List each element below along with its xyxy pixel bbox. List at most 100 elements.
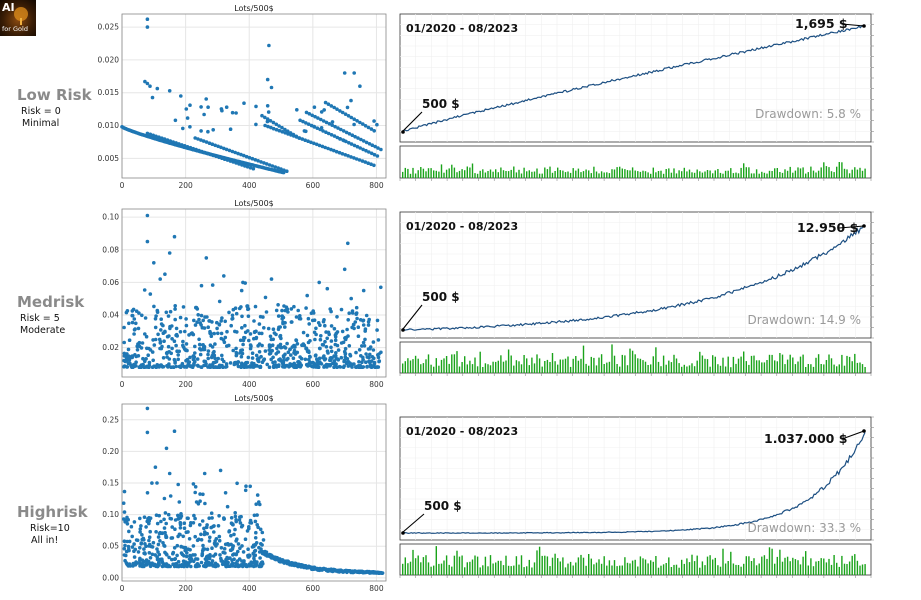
volume-bar: [427, 354, 430, 373]
data-point: [343, 346, 348, 351]
data-point: [148, 564, 153, 569]
data-point: [146, 353, 150, 357]
data-point: [345, 105, 350, 110]
data-point: [207, 319, 211, 323]
data-point: [157, 337, 162, 342]
volume-bar: [569, 366, 572, 373]
data-point: [248, 364, 253, 368]
data-point: [265, 362, 269, 367]
data-point: [276, 327, 281, 332]
data-point: [304, 306, 308, 310]
end-arrow: [838, 225, 865, 229]
volume-bar: [608, 361, 611, 373]
data-point: [181, 126, 185, 131]
data-point: [322, 358, 327, 362]
volume-bar: [727, 356, 729, 373]
volume-bar: [634, 354, 636, 373]
data-point: [175, 543, 180, 548]
volume-bar: [536, 168, 538, 178]
volume-bar: [675, 173, 678, 178]
volume-bar: [479, 567, 481, 575]
data-point: [155, 521, 160, 526]
volume-bar: [815, 561, 817, 575]
data-point: [286, 350, 291, 355]
data-point: [266, 124, 270, 129]
data-point: [367, 359, 371, 364]
data-point: [231, 348, 235, 353]
volume-bar: [722, 548, 724, 575]
volume-bar: [673, 564, 675, 575]
data-point: [224, 362, 229, 366]
data-point: [127, 529, 131, 534]
volume-bar: [487, 364, 489, 373]
volume-bar: [616, 566, 618, 575]
data-point: [253, 536, 258, 540]
data-point: [341, 129, 346, 133]
data-point: [122, 546, 127, 551]
x-tick-label: 0: [120, 181, 125, 190]
y-tick-label: 0.025: [98, 23, 120, 32]
data-point: [169, 536, 174, 540]
volume-bar: [848, 561, 851, 575]
x-tick-label: 800: [369, 380, 384, 389]
data-point: [197, 317, 201, 322]
data-point: [210, 364, 214, 368]
volume-bar: [833, 364, 835, 373]
volume-bar: [846, 169, 848, 178]
data-point: [155, 481, 159, 485]
data-point: [355, 119, 359, 123]
data-point: [147, 542, 152, 547]
volume-bar: [864, 367, 866, 373]
volume-bar: [538, 546, 541, 575]
data-point: [123, 520, 127, 524]
data-point: [236, 151, 240, 156]
data-point: [191, 146, 195, 151]
data-point: [145, 406, 150, 411]
data-point: [342, 138, 346, 143]
data-point: [157, 552, 162, 557]
data-point: [145, 81, 150, 86]
volume-bar: [678, 170, 680, 178]
data-point: [141, 356, 145, 361]
volume-bar: [518, 361, 520, 373]
data-point: [167, 251, 172, 255]
data-point: [163, 511, 168, 515]
data-point: [143, 359, 147, 364]
data-point: [173, 304, 177, 308]
data-point: [250, 156, 255, 161]
data-point: [162, 339, 166, 343]
data-point: [355, 316, 359, 321]
data-point: [192, 363, 196, 367]
volume-bar: [753, 355, 755, 373]
data-point: [285, 357, 289, 362]
data-point: [329, 147, 333, 152]
volume-bar: [802, 167, 804, 178]
data-point: [155, 308, 160, 313]
volume-bar: [606, 172, 608, 178]
data-point: [188, 559, 193, 564]
volume-bar: [709, 170, 711, 178]
volume-bar: [458, 556, 461, 575]
data-point: [347, 344, 352, 348]
data-point: [143, 332, 147, 336]
data-point: [252, 336, 256, 341]
volume-bar: [585, 565, 587, 575]
volume-bar: [660, 565, 662, 575]
data-point: [375, 328, 379, 332]
data-point: [352, 117, 357, 121]
data-point: [327, 122, 332, 126]
data-point: [349, 142, 354, 146]
data-point: [280, 130, 285, 134]
data-point: [156, 542, 161, 547]
volume-bar: [802, 354, 804, 373]
volume-bar: [600, 563, 603, 575]
data-point: [222, 517, 226, 521]
data-point: [245, 529, 250, 533]
data-point: [332, 326, 337, 331]
volume-bar: [456, 172, 458, 178]
data-point: [153, 465, 158, 469]
volume-bar: [505, 360, 507, 373]
data-point: [333, 338, 338, 342]
data-point: [198, 492, 202, 496]
data-point: [282, 355, 286, 360]
